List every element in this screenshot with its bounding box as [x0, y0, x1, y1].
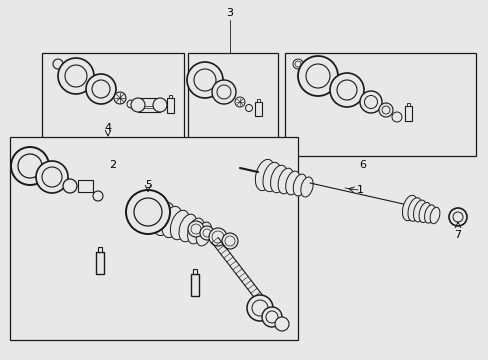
Ellipse shape	[153, 202, 174, 235]
Circle shape	[200, 226, 214, 240]
Bar	[193, 269, 197, 274]
Circle shape	[126, 190, 170, 234]
Circle shape	[153, 98, 167, 112]
Ellipse shape	[270, 165, 287, 193]
Circle shape	[194, 69, 216, 91]
Ellipse shape	[402, 195, 417, 221]
Ellipse shape	[136, 195, 160, 231]
Circle shape	[452, 212, 462, 222]
Ellipse shape	[293, 174, 306, 196]
Text: 1: 1	[356, 185, 363, 195]
Circle shape	[391, 112, 401, 122]
Bar	[257, 99, 260, 102]
Circle shape	[131, 98, 145, 112]
Circle shape	[305, 64, 329, 88]
Circle shape	[92, 80, 110, 98]
Circle shape	[274, 317, 288, 331]
Circle shape	[262, 307, 282, 327]
Circle shape	[251, 300, 267, 316]
Ellipse shape	[418, 202, 430, 222]
Bar	[404, 106, 411, 121]
Circle shape	[381, 106, 389, 114]
Circle shape	[114, 92, 126, 104]
Bar	[254, 102, 262, 116]
Circle shape	[222, 233, 238, 249]
Ellipse shape	[300, 177, 312, 197]
Circle shape	[359, 91, 381, 113]
Circle shape	[294, 61, 301, 67]
Circle shape	[336, 80, 356, 100]
Bar	[10, 137, 297, 340]
Circle shape	[245, 104, 252, 112]
Text: 3: 3	[226, 8, 233, 18]
Circle shape	[217, 85, 230, 99]
Text: 7: 7	[453, 230, 461, 240]
Ellipse shape	[424, 205, 434, 223]
Circle shape	[203, 229, 210, 237]
Ellipse shape	[278, 168, 293, 194]
Circle shape	[191, 224, 201, 234]
Circle shape	[246, 295, 272, 321]
Bar	[169, 95, 172, 98]
Text: 6: 6	[359, 160, 366, 170]
Circle shape	[212, 231, 224, 243]
Circle shape	[65, 65, 87, 87]
Bar	[138, 98, 160, 112]
Text: 4: 4	[104, 123, 111, 133]
Ellipse shape	[179, 214, 197, 242]
Bar	[98, 247, 102, 252]
Circle shape	[63, 179, 77, 193]
Ellipse shape	[263, 162, 281, 192]
Ellipse shape	[429, 207, 439, 224]
Circle shape	[208, 228, 226, 246]
Circle shape	[18, 154, 42, 178]
Circle shape	[364, 95, 377, 108]
Circle shape	[297, 56, 337, 96]
Ellipse shape	[413, 200, 426, 222]
Circle shape	[127, 100, 135, 108]
Bar	[406, 103, 409, 106]
Circle shape	[448, 208, 466, 226]
Circle shape	[378, 103, 392, 117]
Ellipse shape	[407, 198, 421, 221]
Circle shape	[86, 74, 116, 104]
Circle shape	[329, 73, 363, 107]
Bar	[285, 53, 475, 156]
Circle shape	[11, 147, 49, 185]
Bar	[191, 274, 199, 296]
Bar	[167, 98, 174, 113]
Circle shape	[224, 236, 235, 246]
Ellipse shape	[285, 171, 300, 195]
Bar	[42, 53, 183, 156]
Bar	[96, 252, 104, 274]
Text: 2: 2	[109, 160, 116, 170]
Ellipse shape	[170, 210, 189, 240]
Bar	[187, 53, 278, 156]
Bar	[78, 180, 93, 192]
Ellipse shape	[187, 218, 204, 244]
Ellipse shape	[144, 198, 167, 234]
Circle shape	[36, 161, 68, 193]
Text: 5: 5	[144, 180, 151, 190]
Circle shape	[93, 191, 103, 201]
Circle shape	[58, 58, 94, 94]
Circle shape	[134, 198, 162, 226]
Circle shape	[187, 221, 203, 237]
Circle shape	[292, 59, 303, 69]
Circle shape	[53, 59, 63, 69]
Circle shape	[265, 311, 278, 323]
Ellipse shape	[255, 159, 274, 191]
Circle shape	[235, 97, 244, 107]
Circle shape	[212, 80, 236, 104]
Ellipse shape	[162, 206, 182, 238]
Circle shape	[186, 62, 223, 98]
Ellipse shape	[196, 222, 211, 246]
Circle shape	[42, 167, 62, 187]
